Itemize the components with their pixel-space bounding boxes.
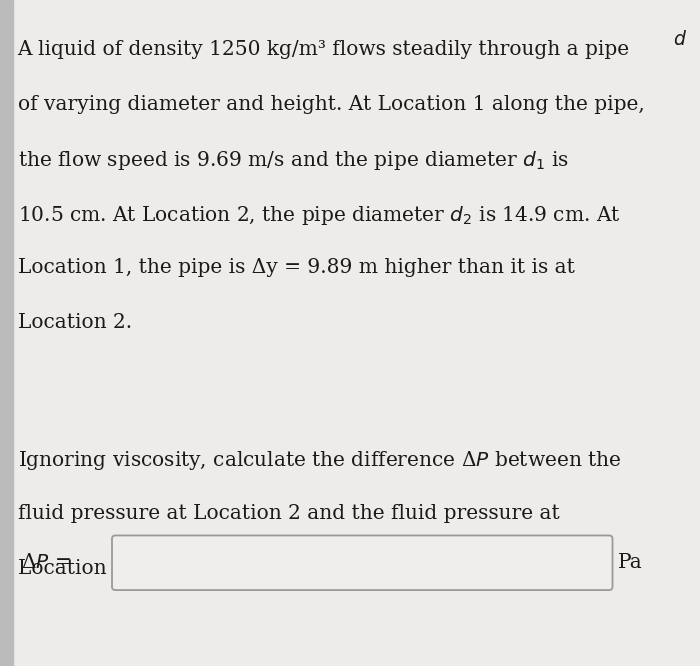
Text: the flow speed is 9.69 m/s and the pipe diameter $d_1$ is: the flow speed is 9.69 m/s and the pipe … (18, 149, 568, 172)
Text: 10.5 cm. At Location 2, the pipe diameter $d_2$ is 14.9 cm. At: 10.5 cm. At Location 2, the pipe diamete… (18, 204, 620, 227)
Text: of varying diameter and height. At Location 1 along the pipe,: of varying diameter and height. At Locat… (18, 95, 644, 114)
Text: Location 1.: Location 1. (18, 559, 132, 577)
Text: A liquid of density 1250 kg/m³ flows steadily through a pipe: A liquid of density 1250 kg/m³ flows ste… (18, 40, 629, 59)
Text: fluid pressure at Location 2 and the fluid pressure at: fluid pressure at Location 2 and the flu… (18, 504, 559, 523)
Text: Location 2.: Location 2. (18, 313, 132, 332)
Bar (0, 0, 13, 666)
Text: $d$: $d$ (673, 30, 687, 49)
Text: Pa: Pa (617, 553, 642, 572)
FancyBboxPatch shape (112, 535, 612, 590)
Text: Location 1, the pipe is Δy = 9.89 m higher than it is at: Location 1, the pipe is Δy = 9.89 m high… (18, 258, 575, 278)
Text: Δ$P$ =: Δ$P$ = (21, 553, 71, 572)
Text: Ignoring viscosity, calculate the difference Δ$P$ between the: Ignoring viscosity, calculate the differ… (18, 450, 621, 472)
